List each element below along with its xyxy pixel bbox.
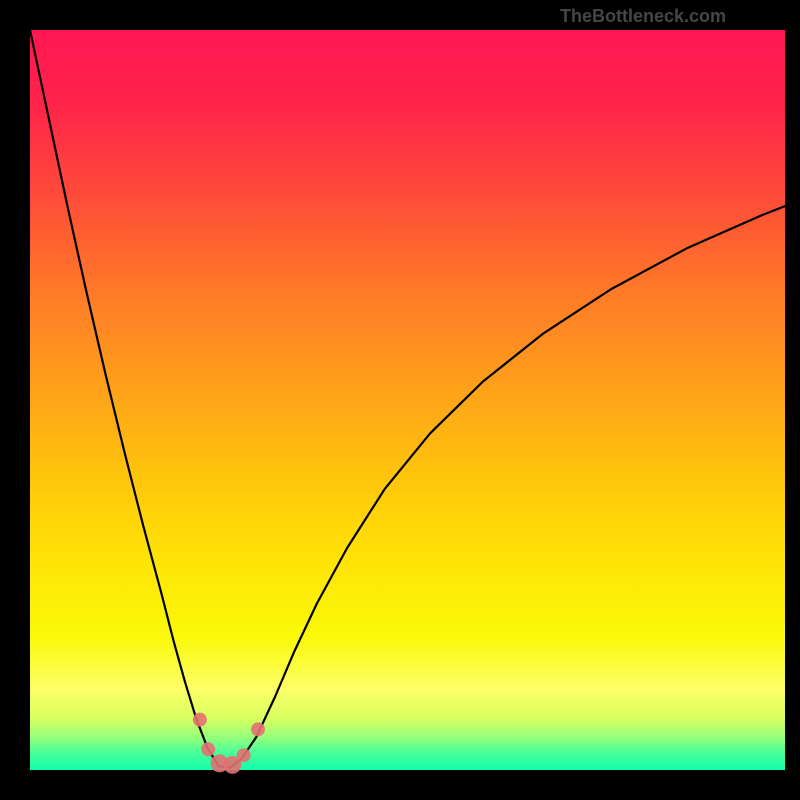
chart-container: TheBottleneck.com — [0, 0, 800, 800]
watermark-text: TheBottleneck.com — [560, 6, 726, 27]
plot-area — [30, 30, 785, 770]
